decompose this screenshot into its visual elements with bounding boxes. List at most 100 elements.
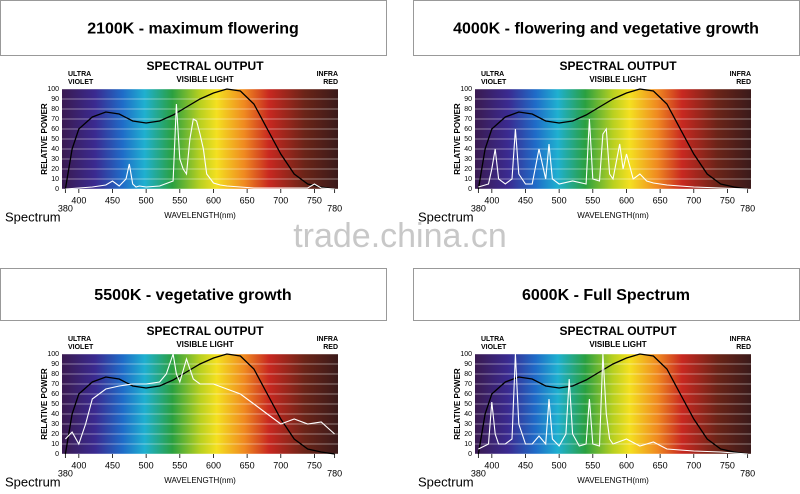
x-tick-label: 700 xyxy=(273,195,288,205)
uv-label: ULTRA xyxy=(68,336,91,343)
spectrum-line xyxy=(64,353,335,455)
x-axis-label: WAVELENGTH(nm) xyxy=(164,211,236,220)
uv-label: ULTRA xyxy=(68,71,91,78)
uv-label: VIOLET xyxy=(481,344,507,351)
chart-panel: 4000K - flowering and vegetative growth S… xyxy=(413,0,800,224)
y-tick-label: 50 xyxy=(464,136,472,143)
x-tick-label: 600 xyxy=(619,460,634,470)
chart-panel: 5500K - vegetative growth SPECTRAL OUTPUT… xyxy=(0,268,387,489)
y-tick-label: 20 xyxy=(464,431,472,438)
y-tick-label: 30 xyxy=(51,156,59,163)
x-tick-label: 450 xyxy=(105,195,120,205)
title-box xyxy=(0,268,387,321)
x-tick-label: 750 xyxy=(307,195,322,205)
y-tick-label: 0 xyxy=(55,186,59,193)
spectrum-line xyxy=(477,88,748,190)
y-tick-label: 80 xyxy=(51,106,59,113)
x-tick-label: 780 xyxy=(740,203,755,213)
y-tick-label: 50 xyxy=(51,136,59,143)
spectrum-line xyxy=(477,353,748,455)
x-tick-label: 700 xyxy=(273,460,288,470)
x-tick-label: 550 xyxy=(585,460,600,470)
y-tick-label: 90 xyxy=(464,96,472,103)
chart-subtitle: SPECTRAL OUTPUT xyxy=(146,59,264,73)
ir-label: INFRA xyxy=(317,71,338,78)
x-tick-label: 650 xyxy=(653,195,668,205)
spectrum-line xyxy=(65,353,335,446)
y-tick-label: 90 xyxy=(464,361,472,368)
y-axis-label: RELATIVE POWER xyxy=(453,103,462,175)
ir-label: RED xyxy=(323,79,338,86)
uv-label: ULTRA xyxy=(481,336,504,343)
x-tick-label: 400 xyxy=(484,195,499,205)
uv-label: VIOLET xyxy=(481,79,507,86)
title-box xyxy=(413,0,800,56)
corner-label: Spectrum xyxy=(5,474,61,489)
ir-label: RED xyxy=(323,344,338,351)
x-tick-label: 380 xyxy=(58,203,73,213)
y-tick-label: 80 xyxy=(51,371,59,378)
y-tick-label: 0 xyxy=(55,451,59,458)
chart-title: 6000K - Full Spectrum xyxy=(522,287,690,304)
x-axis-label: WAVELENGTH(nm) xyxy=(577,476,649,485)
y-tick-label: 20 xyxy=(464,166,472,173)
ir-label: INFRA xyxy=(730,71,751,78)
y-tick-label: 40 xyxy=(464,146,472,153)
x-tick-label: 550 xyxy=(172,460,187,470)
x-tick-label: 450 xyxy=(518,195,533,205)
x-tick-label: 600 xyxy=(206,460,221,470)
y-tick-label: 30 xyxy=(464,156,472,163)
spectrum-line xyxy=(478,118,748,190)
ir-label: RED xyxy=(736,344,751,351)
spectrum-line xyxy=(478,353,748,455)
x-tick-label: 650 xyxy=(653,460,668,470)
y-tick-label: 90 xyxy=(51,96,59,103)
y-tick-label: 60 xyxy=(464,126,472,133)
y-tick-label: 10 xyxy=(51,176,59,183)
corner-label: Spectrum xyxy=(5,209,61,224)
y-tick-label: 70 xyxy=(51,116,59,123)
band-label: VISIBLE LIGHT xyxy=(176,75,233,84)
y-tick-label: 70 xyxy=(464,116,472,123)
y-tick-label: 30 xyxy=(464,421,472,428)
x-tick-label: 750 xyxy=(307,460,322,470)
chart-subtitle: SPECTRAL OUTPUT xyxy=(559,59,677,73)
corner-label: Spectrum xyxy=(418,474,474,489)
y-tick-label: 80 xyxy=(464,371,472,378)
band-label: VISIBLE LIGHT xyxy=(589,75,646,84)
x-tick-label: 500 xyxy=(552,195,567,205)
y-tick-label: 70 xyxy=(464,381,472,388)
band-label: VISIBLE LIGHT xyxy=(589,340,646,349)
uv-label: ULTRA xyxy=(481,71,504,78)
y-tick-label: 10 xyxy=(464,176,472,183)
y-tick-label: 70 xyxy=(51,381,59,388)
y-tick-label: 60 xyxy=(51,391,59,398)
x-tick-label: 650 xyxy=(240,460,255,470)
y-tick-label: 30 xyxy=(51,421,59,428)
y-tick-label: 40 xyxy=(51,411,59,418)
ir-label: INFRA xyxy=(317,336,338,343)
y-tick-label: 90 xyxy=(51,361,59,368)
y-tick-label: 60 xyxy=(464,391,472,398)
chart-subtitle: SPECTRAL OUTPUT xyxy=(146,324,264,338)
x-tick-label: 750 xyxy=(720,195,735,205)
x-tick-label: 750 xyxy=(720,460,735,470)
uv-label: VIOLET xyxy=(68,344,94,351)
uv-label: VIOLET xyxy=(68,79,94,86)
x-tick-label: 550 xyxy=(172,195,187,205)
y-tick-label: 20 xyxy=(51,166,59,173)
y-tick-label: 100 xyxy=(47,86,59,93)
y-tick-label: 40 xyxy=(464,411,472,418)
x-axis-label: WAVELENGTH(nm) xyxy=(577,211,649,220)
corner-label: Spectrum xyxy=(418,209,474,224)
spectrum-line xyxy=(64,88,335,190)
y-tick-label: 80 xyxy=(464,106,472,113)
x-tick-label: 780 xyxy=(327,468,342,478)
y-axis-label: RELATIVE POWER xyxy=(40,368,49,440)
y-tick-label: 50 xyxy=(464,401,472,408)
chart-panel: 2100K - maximum flowering SPECTRAL OUTPUT… xyxy=(0,0,387,224)
title-box xyxy=(413,268,800,321)
y-tick-label: 20 xyxy=(51,431,59,438)
y-tick-label: 60 xyxy=(51,126,59,133)
